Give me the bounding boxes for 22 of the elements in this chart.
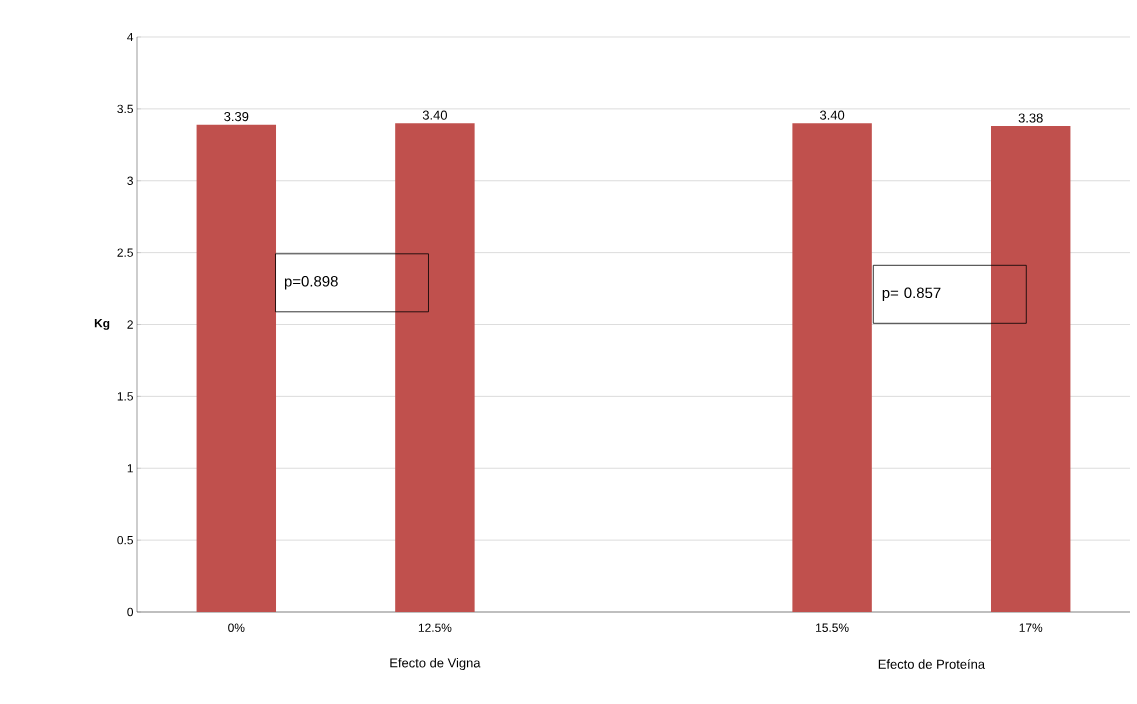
text: Efecto de Vigna [390,657,481,671]
annotation: p=0.898 [284,276,338,290]
data-label: 3.38 [1018,113,1043,123]
y-axis-title: Kg [94,319,110,330]
y-tick-label: 0.5 [117,535,133,545]
y-tick-label: 2 [127,320,133,329]
x-tick-label: 17% [1019,623,1043,632]
y-tick-label: 4 [127,32,134,42]
x-tick-label: 0% [228,623,245,632]
data-label: 3.40 [422,110,448,120]
annotation: p= 0.857 [882,287,941,302]
y-tick-label: 3 [127,176,133,185]
data-label: 3.39 [224,111,249,122]
x-tick-label: 15.5% [816,623,849,632]
y-tick-label: 1.5 [117,392,133,401]
x-tick-label: 12.5% [418,623,452,632]
y-tick-label: 1 [127,464,133,473]
text: Efecto de Proteína [878,659,986,669]
data-label: 3.40 [820,110,845,120]
y-tick-label: 2.5 [117,248,133,257]
y-tick-label: 0 [127,607,134,617]
y-tick-label: 3.5 [117,104,133,114]
